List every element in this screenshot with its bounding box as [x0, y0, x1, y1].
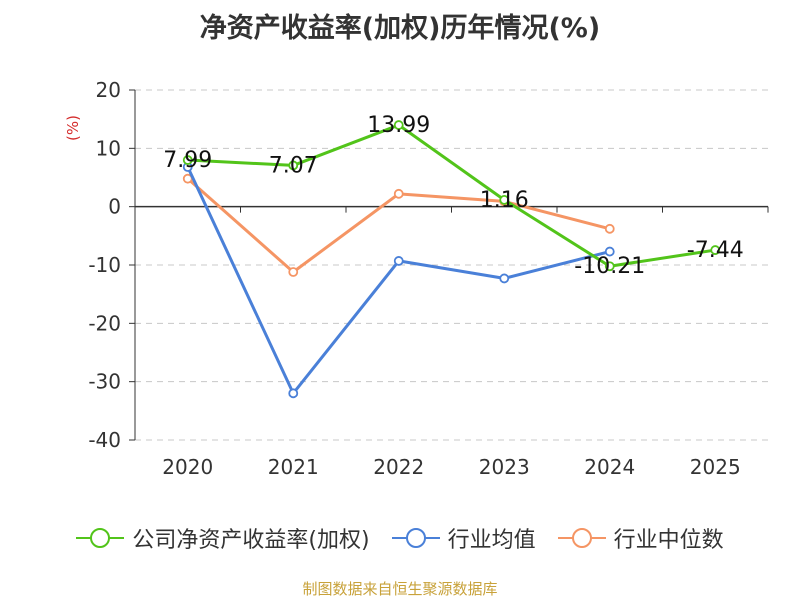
legend-item-industry-median[interactable]: 行业中位数 — [557, 522, 724, 554]
data-point — [710, 245, 721, 255]
data-point — [604, 246, 615, 257]
y-tick-label: 20 — [96, 78, 121, 102]
y-axis-label: (%) — [64, 115, 82, 141]
data-point — [182, 155, 193, 165]
y-tick-label: -20 — [88, 311, 121, 335]
data-point — [288, 160, 299, 171]
x-tick-label: 2022 — [373, 455, 424, 479]
series-line — [186, 166, 611, 395]
x-tick-label: 2024 — [584, 455, 635, 479]
legend-label-company: 公司净资产收益率(加权) — [132, 528, 370, 553]
x-tick-label: 2021 — [268, 455, 319, 479]
x-tick-label: 2020 — [162, 455, 213, 479]
data-label: 7.99 — [163, 148, 212, 173]
data-point — [604, 223, 615, 234]
legend: 公司净资产收益率(加权) 行业均值 行业中位数 — [0, 518, 800, 558]
legend-label-industry-median: 行业中位数 — [613, 528, 724, 553]
y-tick-label: 10 — [96, 136, 121, 160]
data-point — [604, 261, 615, 272]
legend-line-marker-icon — [76, 528, 125, 548]
x-tick-label: 2025 — [690, 455, 741, 479]
data-label: 13.99 — [367, 113, 430, 138]
y-tick-label: 0 — [108, 195, 121, 219]
data-label: -7.44 — [687, 238, 744, 263]
data-point — [393, 188, 404, 199]
data-point — [393, 120, 404, 130]
legend-line-marker-icon — [557, 528, 606, 548]
chart-title: 净资产收益率(加权)历年情况(%) — [199, 13, 601, 44]
data-point — [288, 388, 299, 399]
data-label: -10.21 — [574, 254, 645, 279]
legend-item-company[interactable]: 公司净资产收益率(加权) — [76, 522, 370, 554]
series-line — [187, 123, 716, 268]
data-point — [393, 256, 404, 266]
legend-item-industry-mean[interactable]: 行业均值 — [391, 522, 536, 554]
data-label: 7.07 — [269, 153, 318, 178]
y-tick-label: -10 — [88, 253, 121, 277]
legend-label-industry-mean: 行业均值 — [447, 528, 536, 553]
data-point — [499, 273, 510, 284]
legend-line-marker-icon — [391, 528, 440, 548]
y-tick-label: -40 — [88, 428, 121, 452]
data-point — [499, 194, 510, 205]
x-tick-label: 2023 — [479, 455, 530, 479]
source-note: 制图数据来自恒生聚源数据库 — [302, 580, 498, 598]
y-tick-label: -30 — [88, 370, 121, 394]
data-point — [288, 267, 299, 277]
data-label: 1.16 — [480, 188, 529, 213]
